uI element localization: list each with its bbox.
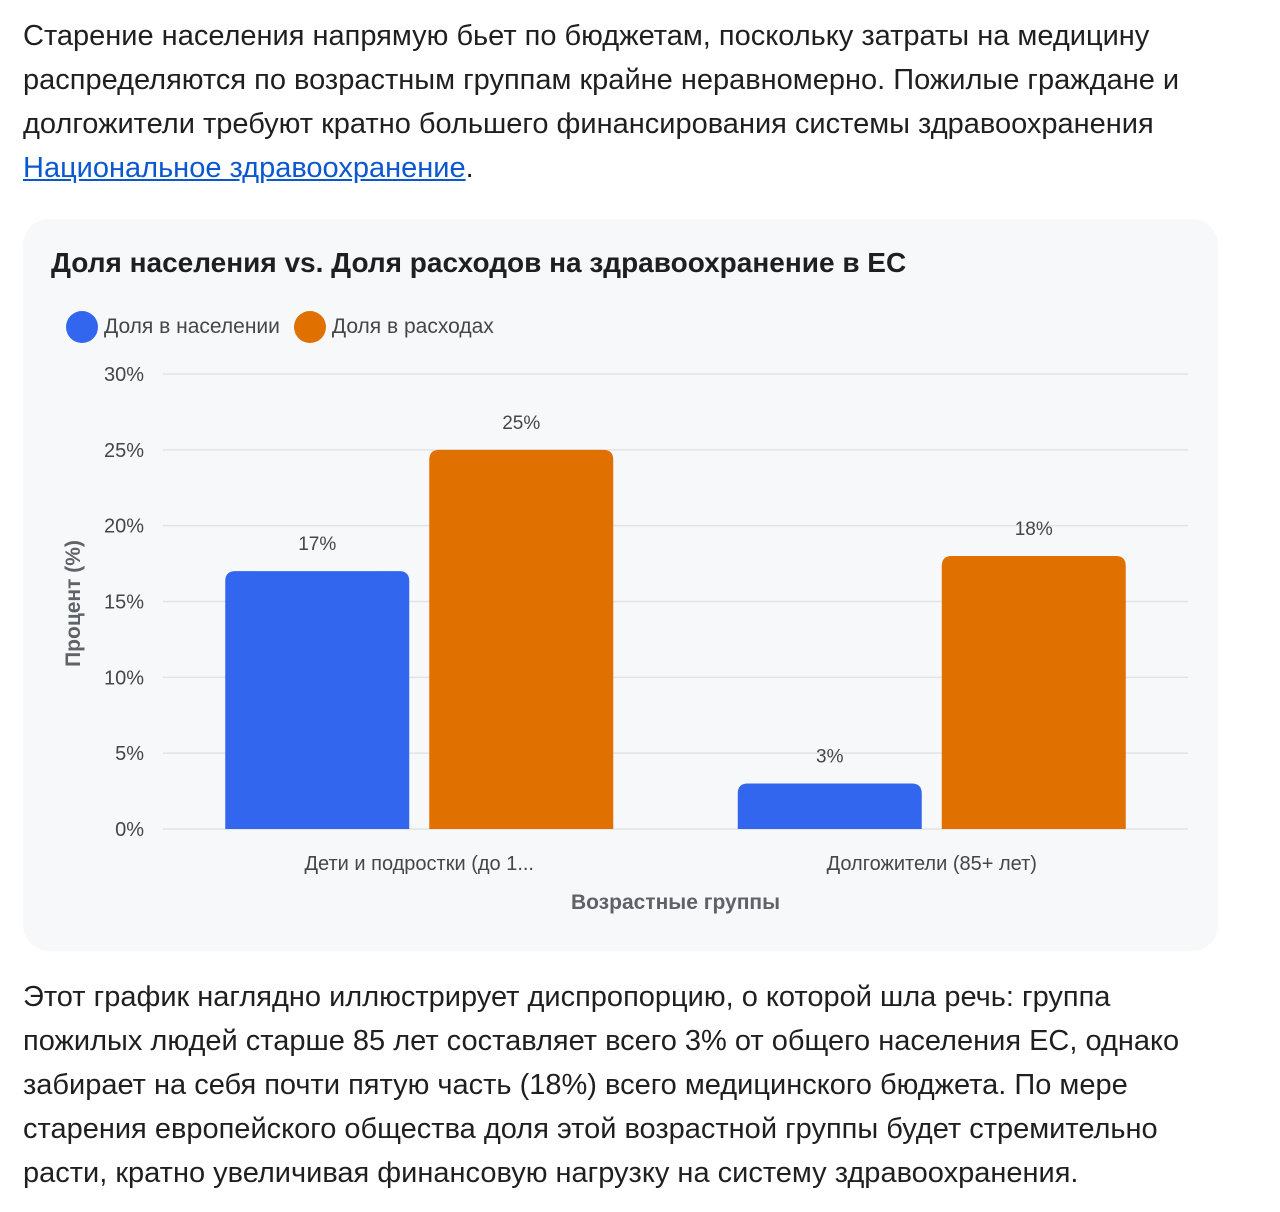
legend-item-spending[interactable]: Доля в расходах [293, 311, 494, 343]
y-tick-label: 0% [115, 819, 144, 841]
x-tick-label: Долгожители (85+ лет) [827, 853, 1037, 875]
data-label: 17% [298, 534, 336, 555]
legend-label-spending: Доля в расходах [331, 315, 494, 338]
x-tick-label: Дети и подростки (до 1... [305, 853, 535, 875]
y-tick-label: 10% [104, 667, 144, 689]
bar-population [737, 783, 922, 829]
y-tick-label: 15% [104, 592, 144, 614]
y-tick-label: 25% [104, 440, 144, 462]
intro-text: Старение населения напрямую бьет по бюдж… [23, 20, 1180, 140]
intro-period: . [465, 152, 474, 184]
data-label: 3% [816, 747, 844, 768]
legend-swatch-spending [293, 311, 326, 343]
intro-paragraph: Старение населения напрямую бьет по бюдж… [23, 14, 1223, 190]
y-tick-label: 20% [104, 516, 144, 538]
legend-item-population[interactable]: Доля в населении [66, 311, 280, 343]
bar-spending [941, 556, 1126, 829]
chart-title: Доля населения vs. Доля расходов на здра… [51, 247, 907, 278]
bar-spending [429, 449, 614, 829]
data-label: 25% [502, 413, 540, 434]
y-axis-title: Процент (%) [62, 540, 85, 667]
legend-label-population: Доля в населении [104, 315, 280, 338]
chart-legend: Доля в населении Доля в расходах [66, 311, 508, 343]
y-tick-label: 5% [115, 743, 144, 765]
data-label: 18% [1015, 519, 1053, 540]
legend-swatch-population [66, 311, 98, 343]
bar-population [225, 571, 410, 829]
y-tick-label: 30% [104, 364, 144, 386]
bar-chart: 0% 5% 10% 15% 20% 25% 30% 17% 25% Дети и подростк… [62, 364, 1188, 914]
conclusion-paragraph: Этот график наглядно иллюстрирует диспро… [23, 981, 1180, 1189]
chart-card: Доля населения vs. Доля расходов на здра… [23, 219, 1218, 951]
x-axis-title: Возрастные группы [571, 891, 780, 914]
national-healthcare-link[interactable]: Национальное здравоохранение [23, 152, 466, 184]
